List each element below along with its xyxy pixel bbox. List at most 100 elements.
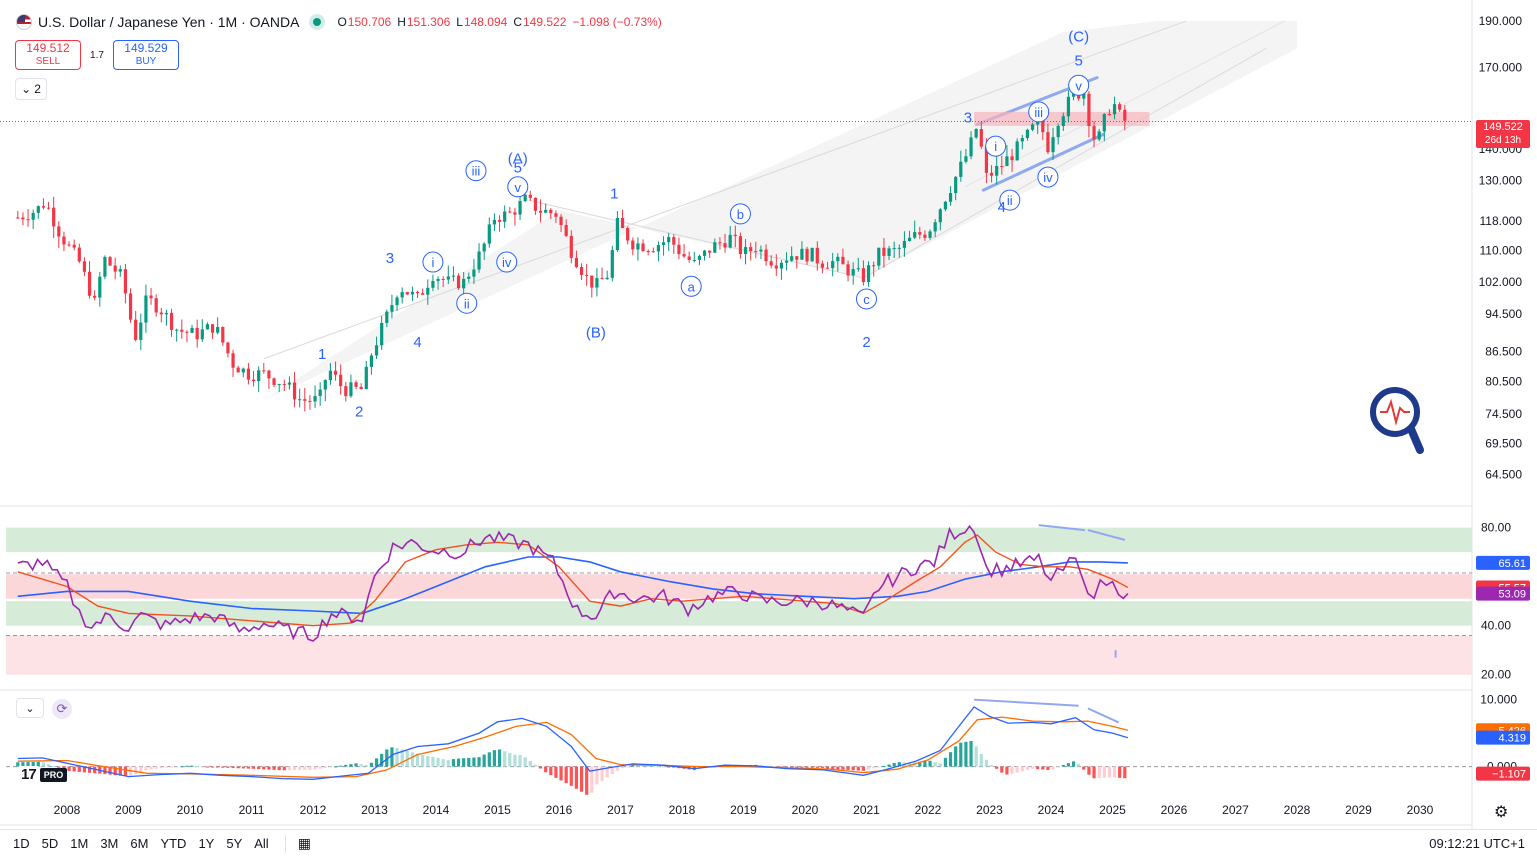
sync-icon[interactable]: ⟳ xyxy=(52,699,72,719)
candle xyxy=(246,368,251,380)
candle xyxy=(1082,93,1086,99)
macd-histogram-bar xyxy=(544,766,548,773)
candle xyxy=(195,327,199,340)
macd-histogram-bar xyxy=(969,741,973,767)
time-tick-label: 2009 xyxy=(115,803,142,817)
calendar-range-icon[interactable]: ▦ xyxy=(297,835,311,851)
channel-line xyxy=(863,47,1267,279)
macd-histogram-bar xyxy=(1010,766,1014,774)
wave-label-circle xyxy=(856,288,877,310)
candle xyxy=(626,227,630,241)
macd-histogram-bar xyxy=(620,766,625,769)
candle xyxy=(723,243,727,248)
macd-histogram-bar xyxy=(390,747,394,767)
candle xyxy=(825,267,830,269)
timeframe-3m[interactable]: 3M xyxy=(100,836,119,851)
macd-histogram-bar xyxy=(323,766,327,768)
macd-histogram-bar xyxy=(651,765,655,767)
macd-tick-label: 10.000 xyxy=(1480,693,1517,707)
candle xyxy=(600,278,604,280)
candle xyxy=(456,275,461,289)
candle xyxy=(713,242,717,253)
candle xyxy=(62,236,66,245)
wave-label: 2 xyxy=(862,334,870,351)
macd-histogram-bar xyxy=(380,753,384,767)
buy-button[interactable]: 149.529 BUY xyxy=(113,40,179,70)
macd-histogram-bar xyxy=(77,766,81,772)
heartbeat-line xyxy=(1380,398,1410,426)
rsi-tick-label: 80.00 xyxy=(1481,521,1511,535)
candle xyxy=(118,269,122,272)
candle xyxy=(1005,156,1009,167)
last-price-tag: 149.522 26d 13h xyxy=(1476,120,1530,148)
candle xyxy=(221,327,225,343)
timeframe-1y[interactable]: 1Y xyxy=(198,836,215,851)
macd-histogram-bar xyxy=(349,764,353,767)
price-tick-label: 86.500 xyxy=(1485,344,1522,358)
candle xyxy=(554,213,558,217)
candle xyxy=(590,275,594,288)
candle xyxy=(369,355,374,367)
wave-label: iii xyxy=(472,164,481,179)
macd-histogram-bar xyxy=(820,766,825,768)
rsi-divergence-line xyxy=(1087,529,1126,541)
candle xyxy=(52,207,56,227)
candle xyxy=(410,291,415,295)
macd-histogram-bar xyxy=(907,762,912,767)
macd-histogram-bar xyxy=(103,766,107,775)
candle xyxy=(831,261,835,269)
candle xyxy=(21,217,25,220)
macd-histogram-bar xyxy=(815,766,819,768)
wave-label-circle xyxy=(729,203,751,225)
timeframe-5y[interactable]: 5Y xyxy=(226,836,243,851)
macd-histogram-bar xyxy=(113,766,117,776)
timeframe-6m[interactable]: 6M xyxy=(130,836,149,851)
symbol-title[interactable]: U.S. Dollar / Japanese Yen · 1M · OANDA xyxy=(38,14,300,30)
candle xyxy=(882,247,886,256)
wave-label-circle xyxy=(985,135,1007,157)
timeframe-1m[interactable]: 1M xyxy=(70,836,89,851)
macd-histogram-bar xyxy=(318,766,322,769)
settings-gear-icon[interactable]: ⚙ xyxy=(1494,804,1509,821)
macd-histogram-bar xyxy=(605,766,609,778)
candle xyxy=(641,243,645,252)
candle xyxy=(1046,132,1050,153)
candle xyxy=(241,368,245,373)
macd-histogram-bar xyxy=(421,754,425,767)
wave-label: (A) xyxy=(508,150,528,167)
time-tick-label: 2021 xyxy=(853,803,880,817)
timeframe-5d[interactable]: 5D xyxy=(41,836,59,851)
candle xyxy=(400,292,404,298)
macd-histogram-bar xyxy=(897,762,901,767)
sell-button[interactable]: 149.512 SELL xyxy=(15,40,81,70)
tradingview-logo[interactable]: 17 PRO xyxy=(19,766,68,783)
macd-histogram-bar xyxy=(282,766,286,771)
candle xyxy=(1066,96,1071,117)
candle xyxy=(820,263,825,268)
utc-clock[interactable]: 09:12:21 UTC+1 xyxy=(1429,836,1525,851)
candle xyxy=(564,225,568,236)
spread-value: 1.7 xyxy=(90,49,104,61)
macd-histogram-bar xyxy=(923,760,927,767)
candle xyxy=(656,245,661,252)
macd-histogram-bar xyxy=(456,758,461,767)
candle xyxy=(1112,104,1117,115)
candle xyxy=(631,240,635,250)
timeframe-all[interactable]: All xyxy=(254,836,269,851)
macd-histogram-bar xyxy=(26,762,30,767)
macd-histogram-bar xyxy=(887,764,891,767)
legend-collapse-button[interactable]: ⌄ 2 xyxy=(15,78,47,100)
price-tick-label: 64.500 xyxy=(1485,468,1522,482)
candle xyxy=(144,295,148,323)
macd-histogram-bar xyxy=(554,766,558,778)
timeframe-ytd[interactable]: YTD xyxy=(160,836,187,851)
indicator-collapse-button[interactable]: ⌄ xyxy=(16,698,44,718)
price-tick-label: 80.500 xyxy=(1485,375,1522,389)
candle xyxy=(646,251,650,253)
timeframe-1d[interactable]: 1D xyxy=(13,836,30,851)
rsi-value-tag-bg xyxy=(1476,586,1530,601)
candle xyxy=(784,260,789,263)
candle xyxy=(974,129,978,138)
candle xyxy=(764,249,768,262)
